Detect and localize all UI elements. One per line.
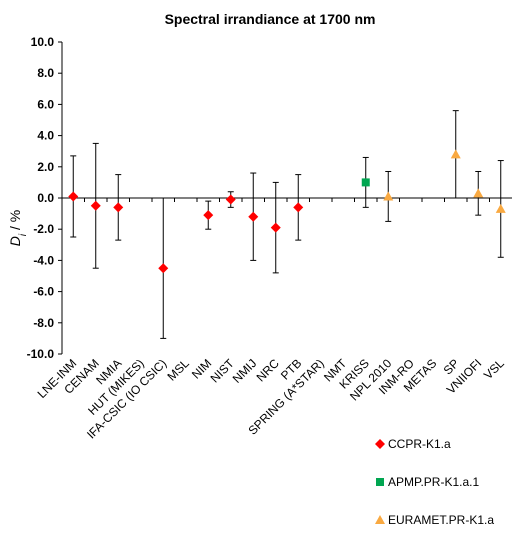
marker	[375, 439, 385, 449]
legend-label: CCPR-K1.a	[388, 437, 451, 451]
marker	[495, 203, 506, 213]
y-label-unit: / %	[7, 210, 23, 234]
marker	[248, 211, 259, 222]
x-tick-label: MSL	[165, 356, 193, 384]
y-tick-label: 0.0	[37, 191, 54, 205]
marker	[270, 222, 281, 233]
y-tick-label: 4.0	[37, 129, 54, 143]
marker	[158, 263, 169, 274]
marker	[361, 178, 370, 187]
y-tick-label: 2.0	[37, 160, 54, 174]
marker	[376, 478, 384, 486]
y-tick-label: -8.0	[33, 316, 54, 330]
marker	[293, 202, 304, 213]
y-tick-label: 8.0	[37, 66, 54, 80]
legend-label: EURAMET.PR-K1.a	[388, 513, 494, 527]
y-label-symbol: D	[7, 236, 23, 246]
legend-label: APMP.PR-K1.a.1	[388, 475, 479, 489]
marker	[375, 515, 385, 524]
marker	[203, 210, 214, 221]
marker	[473, 188, 484, 198]
y-tick-label: 10.0	[31, 35, 55, 49]
y-label-subscript: i	[18, 233, 29, 236]
x-tick-label: NMIJ	[230, 356, 260, 386]
x-tick-label: NIST	[208, 356, 238, 386]
y-tick-label: -6.0	[33, 285, 54, 299]
marker	[113, 202, 124, 213]
y-axis-label: Di / %	[7, 210, 29, 246]
x-tick-label: VSL	[481, 356, 507, 382]
marker	[450, 149, 461, 159]
y-tick-label: -10.0	[27, 347, 55, 361]
y-tick-label: 6.0	[37, 97, 54, 111]
marker	[90, 200, 101, 211]
marker	[225, 194, 236, 205]
chart-title: Spectral irrandiance at 1700 nm	[165, 11, 376, 27]
marker	[383, 191, 394, 201]
x-tick-label: NRC	[254, 356, 283, 385]
marker	[68, 191, 79, 202]
y-tick-label: -2.0	[33, 222, 54, 236]
y-tick-label: -4.0	[33, 253, 54, 267]
